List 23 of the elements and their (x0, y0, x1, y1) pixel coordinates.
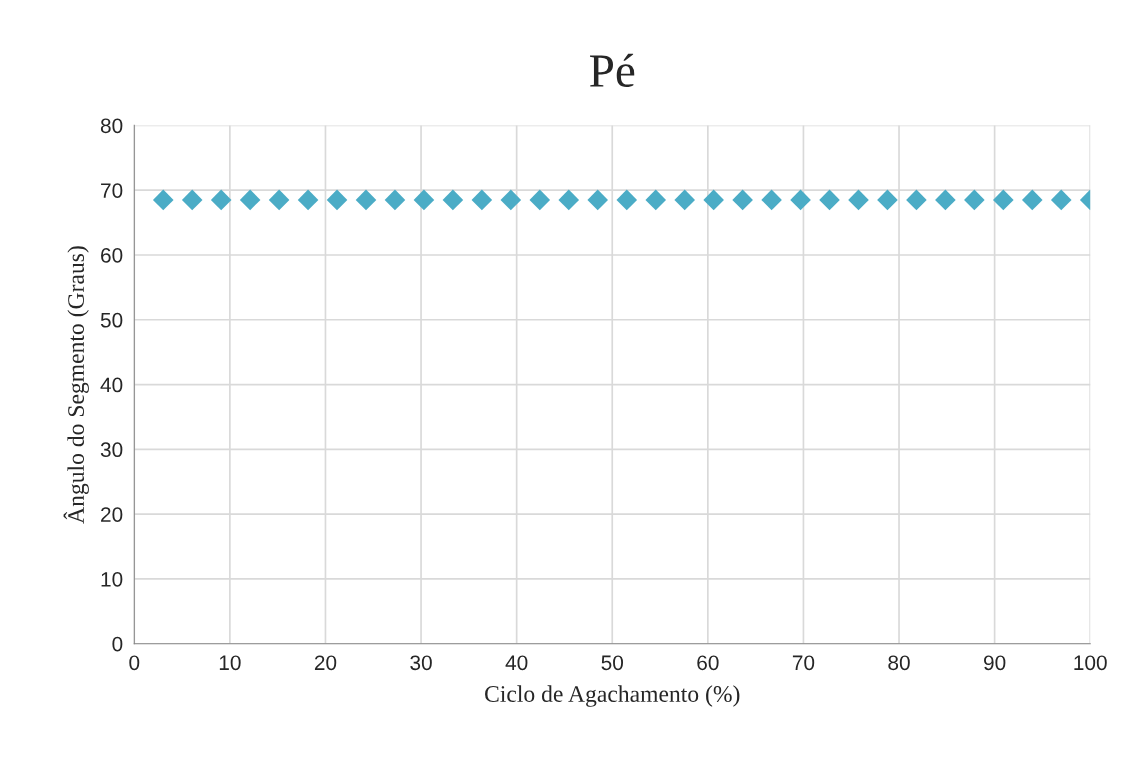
y-tick-label: 30 (100, 442, 123, 458)
x-tick-label: 30 (410, 655, 432, 671)
x-tick-label: 90 (984, 655, 1006, 671)
y-tick-label: 60 (101, 247, 123, 263)
x-tick-label: 100 (1074, 655, 1107, 671)
y-tick-label: 20 (101, 507, 123, 522)
x-tick-label: 50 (601, 655, 624, 671)
x-tick-label: 40 (505, 655, 528, 671)
x-tick-label: 20 (314, 655, 337, 671)
y-tick-label: 50 (100, 312, 123, 328)
y-tick-label: 70 (101, 183, 123, 198)
y-axis-title: Ângulo do Segmento (Graus) (63, 246, 89, 524)
x-tick-label: 60 (697, 655, 719, 671)
y-tick-label: 40 (100, 377, 123, 393)
x-tick-label: 0 (129, 655, 140, 671)
x-axis-title: Ciclo de Agachamento (%) (485, 685, 740, 707)
x-tick-label: 70 (792, 655, 815, 671)
chart-title: Pé (589, 53, 635, 87)
x-tick-label: 10 (219, 655, 241, 671)
y-tick-label: 0 (112, 636, 123, 652)
x-tick-label: 80 (888, 655, 910, 671)
y-tick-label: 10 (101, 571, 123, 587)
y-tick-label: 80 (100, 118, 123, 134)
